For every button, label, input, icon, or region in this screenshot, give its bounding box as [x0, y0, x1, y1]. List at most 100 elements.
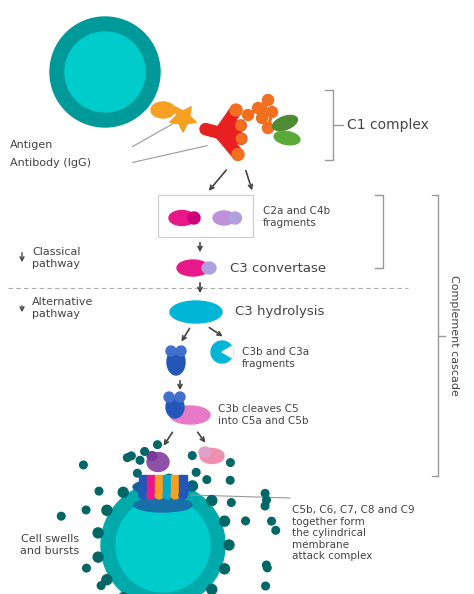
- Ellipse shape: [176, 346, 186, 356]
- Circle shape: [224, 540, 234, 550]
- Ellipse shape: [188, 212, 200, 224]
- Circle shape: [263, 122, 273, 134]
- Circle shape: [118, 593, 128, 594]
- Circle shape: [263, 561, 270, 569]
- Circle shape: [134, 469, 141, 477]
- Circle shape: [207, 584, 217, 594]
- Bar: [163, 475, 171, 495]
- Circle shape: [187, 481, 197, 491]
- Ellipse shape: [177, 260, 209, 276]
- Ellipse shape: [166, 346, 176, 356]
- Ellipse shape: [151, 102, 175, 118]
- Circle shape: [263, 94, 273, 106]
- Circle shape: [124, 454, 131, 462]
- Circle shape: [189, 452, 196, 459]
- Text: Cell swells
and bursts: Cell swells and bursts: [20, 534, 80, 556]
- Circle shape: [207, 495, 217, 505]
- Circle shape: [243, 109, 254, 121]
- Circle shape: [102, 575, 112, 584]
- Circle shape: [228, 499, 235, 506]
- Circle shape: [253, 103, 264, 113]
- Text: Complement cascade: Complement cascade: [449, 275, 459, 396]
- Text: C3 convertase: C3 convertase: [230, 261, 326, 274]
- Text: C3 hydrolysis: C3 hydrolysis: [235, 305, 324, 318]
- Ellipse shape: [175, 392, 185, 402]
- Bar: [155, 475, 163, 495]
- Bar: [171, 475, 179, 495]
- Circle shape: [140, 476, 150, 486]
- Circle shape: [95, 487, 103, 495]
- Ellipse shape: [166, 396, 184, 418]
- Ellipse shape: [139, 491, 147, 499]
- Circle shape: [57, 513, 65, 520]
- Circle shape: [227, 459, 234, 466]
- Text: Antigen: Antigen: [10, 140, 54, 150]
- Ellipse shape: [170, 301, 222, 323]
- Circle shape: [266, 106, 277, 118]
- Text: Alternative
pathway: Alternative pathway: [32, 297, 93, 319]
- Circle shape: [272, 526, 280, 534]
- Ellipse shape: [179, 491, 187, 499]
- Circle shape: [136, 457, 144, 464]
- Circle shape: [82, 506, 90, 514]
- Circle shape: [118, 487, 128, 497]
- Circle shape: [164, 474, 174, 484]
- Text: C1 complex: C1 complex: [347, 118, 429, 132]
- Circle shape: [80, 461, 87, 469]
- Ellipse shape: [273, 115, 297, 131]
- Circle shape: [263, 497, 270, 504]
- Bar: [158, 195, 253, 237]
- Circle shape: [261, 489, 269, 497]
- Circle shape: [97, 582, 105, 589]
- Ellipse shape: [170, 406, 210, 424]
- Text: Antibody (IgG): Antibody (IgG): [10, 158, 91, 168]
- Circle shape: [256, 112, 267, 124]
- Circle shape: [50, 17, 160, 127]
- Text: C3b and C3a
fragments: C3b and C3a fragments: [242, 347, 309, 369]
- Circle shape: [192, 469, 200, 476]
- Text: C5b, C6, C7, C8 and C9
together form
the cylindrical
membrane
attack complex: C5b, C6, C7, C8 and C9 together form the…: [292, 505, 415, 561]
- Ellipse shape: [164, 392, 174, 402]
- Bar: [139, 475, 147, 495]
- Ellipse shape: [134, 498, 192, 512]
- Polygon shape: [170, 107, 196, 132]
- Circle shape: [82, 564, 90, 572]
- Bar: [147, 475, 155, 495]
- Circle shape: [101, 483, 225, 594]
- Ellipse shape: [199, 447, 211, 457]
- Circle shape: [232, 148, 244, 160]
- Circle shape: [102, 505, 112, 515]
- Circle shape: [93, 552, 103, 562]
- Circle shape: [236, 134, 246, 144]
- Circle shape: [154, 441, 161, 448]
- Circle shape: [141, 448, 148, 455]
- Ellipse shape: [147, 491, 155, 499]
- Circle shape: [93, 528, 103, 538]
- Ellipse shape: [133, 479, 193, 495]
- Text: Classical
pathway: Classical pathway: [32, 247, 81, 269]
- Circle shape: [65, 32, 145, 112]
- Text: C2a and C4b
fragments: C2a and C4b fragments: [263, 206, 330, 228]
- Ellipse shape: [147, 453, 169, 472]
- Ellipse shape: [169, 210, 195, 226]
- Circle shape: [116, 498, 210, 592]
- Circle shape: [211, 341, 233, 363]
- Ellipse shape: [228, 212, 241, 224]
- Bar: [179, 475, 187, 495]
- Circle shape: [242, 517, 249, 525]
- Circle shape: [236, 121, 246, 131]
- Circle shape: [219, 564, 229, 574]
- Ellipse shape: [171, 491, 179, 499]
- Ellipse shape: [274, 131, 300, 145]
- Ellipse shape: [167, 349, 185, 375]
- Circle shape: [219, 516, 229, 526]
- Circle shape: [264, 564, 271, 571]
- Circle shape: [128, 452, 135, 460]
- Ellipse shape: [213, 211, 235, 225]
- Circle shape: [261, 502, 269, 510]
- Ellipse shape: [147, 451, 157, 460]
- Wedge shape: [222, 346, 233, 358]
- Ellipse shape: [202, 262, 216, 274]
- Circle shape: [203, 476, 210, 484]
- Ellipse shape: [163, 491, 171, 499]
